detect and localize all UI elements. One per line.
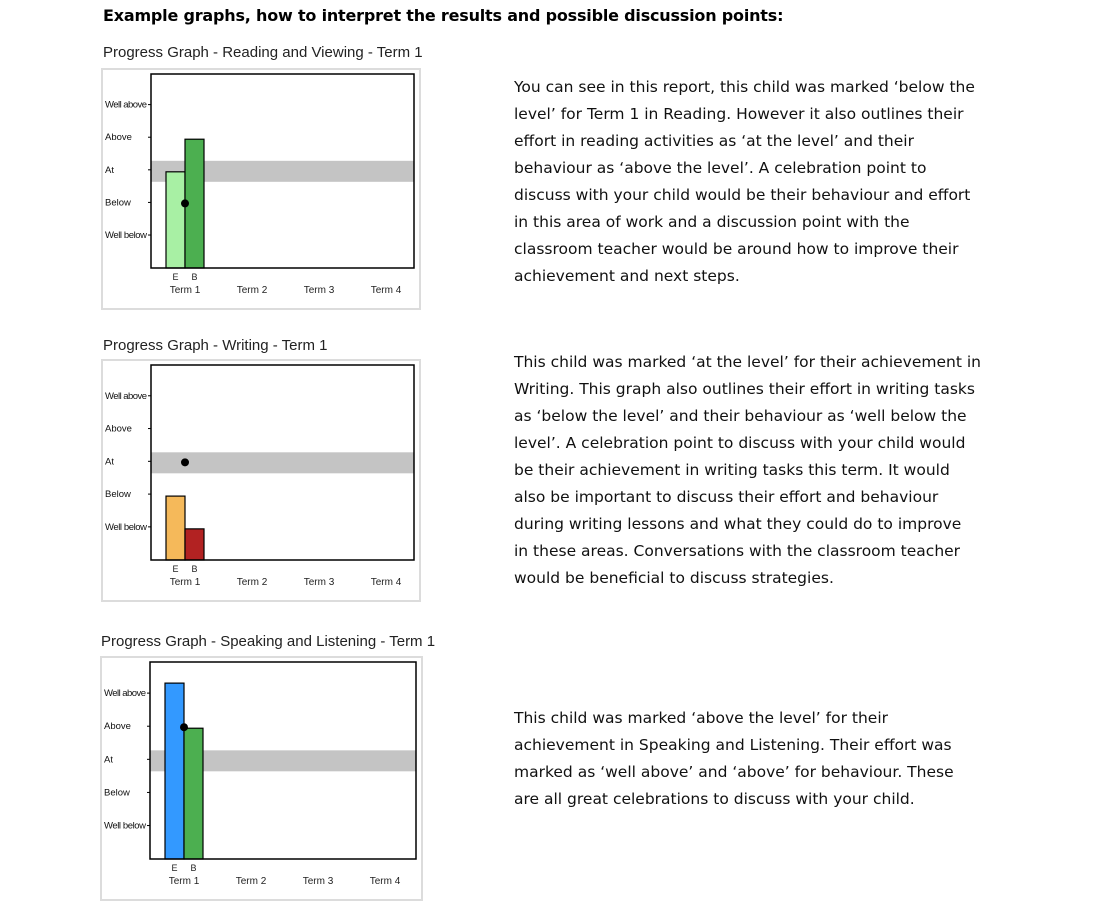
chart-title-writing: Progress Graph - Writing - Term 1 (103, 337, 328, 354)
x-tick-label: Term 3 (303, 876, 334, 887)
x-tick-label: Term 3 (304, 285, 335, 296)
plot-frame (149, 661, 417, 860)
y-tick-label: Well above (104, 688, 146, 699)
y-tick-label: At (104, 754, 113, 765)
y-tick-label: At (105, 456, 114, 467)
bar-e-term-1 (165, 171, 186, 269)
x-tick-label: Term 3 (304, 577, 335, 588)
chart-writing: Well below Below At Above Well above E B Term 1… (101, 359, 421, 602)
at-level-band (151, 452, 414, 474)
y-tick-label: Below (105, 197, 131, 208)
paragraph-line: level’. A celebration point to discuss w… (514, 434, 966, 452)
x-tick-label: Term 2 (237, 285, 268, 296)
paragraph-line: in these areas. Conversations with the c… (514, 542, 961, 560)
bar-b-term-1 (183, 727, 204, 860)
y-tick-label: Well above (105, 391, 147, 402)
x-tick-label: Term 4 (370, 876, 401, 887)
bar-label: B (191, 272, 197, 282)
paragraph-line: achievement in Speaking and Listening. T… (514, 736, 952, 754)
bar-b-term-1 (184, 528, 205, 561)
achievement-dot (180, 723, 188, 732)
paragraph-writing: This child was marked ‘at the level’ for… (514, 349, 1054, 592)
paragraph-speaking: This child was marked ‘above the level’ … (514, 705, 1054, 813)
paragraph-reading: You can see in this report, this child w… (514, 74, 1054, 290)
bar-label: B (190, 863, 196, 873)
x-tick-label: Term 2 (237, 577, 268, 588)
x-tick-label: Term 1 (170, 285, 201, 296)
y-tick-label: Above (104, 721, 131, 732)
y-tick-label: Well below (105, 230, 147, 241)
bar-label: E (172, 272, 178, 282)
y-tick-label: Well above (105, 100, 147, 111)
y-tick-label: Well below (104, 821, 146, 832)
x-tick-label: Term 1 (169, 876, 200, 887)
chart-title-reading: Progress Graph - Reading and Viewing - T… (103, 44, 423, 61)
paragraph-line: discuss with your child would be their b… (514, 186, 971, 204)
y-tick-label: Below (104, 787, 130, 798)
chart-svg: Well below Below At Above Well above E B Term 1… (104, 661, 417, 887)
plot-frame (150, 364, 415, 561)
chart-title-speaking: Progress Graph - Speaking and Listening … (101, 633, 436, 650)
paragraph-line: effort in reading activities as ‘at the … (514, 132, 914, 150)
paragraph-line: level’ for Term 1 in Reading. However it… (514, 105, 964, 123)
paragraph-line: You can see in this report, this child w… (514, 78, 975, 96)
paragraph-line: be their achievement in writing tasks th… (514, 461, 950, 479)
paragraph-line: are all great celebrations to discuss wi… (514, 790, 915, 808)
paragraph-line: would be beneficial to discuss strategie… (514, 569, 834, 587)
y-tick-label: Below (105, 489, 131, 500)
achievement-dot (181, 199, 189, 208)
paragraph-line: during writing lessons and what they cou… (514, 515, 962, 533)
at-level-band (150, 750, 416, 772)
chart-reading: Well below Below At Above Well above E B Term 1… (101, 68, 421, 310)
paragraph-line: This child was marked ‘above the level’ … (514, 709, 889, 727)
paragraph-line: achievement and next steps. (514, 267, 740, 285)
paragraph-line: behaviour as ‘above the level’. A celebr… (514, 159, 927, 177)
bar-e-term-1 (165, 495, 186, 561)
paragraph-line: Writing. This graph also outlines their … (514, 380, 975, 398)
paragraph-line: in this area of work and a discussion po… (514, 213, 910, 231)
paragraph-line: This child was marked ‘at the level’ for… (514, 353, 981, 371)
bar-label: B (191, 564, 197, 574)
bar-label: E (172, 564, 178, 574)
bar-label: E (171, 863, 177, 873)
y-tick-label: Well below (105, 522, 147, 533)
paragraph-line: marked as ‘well above’ and ‘above’ for b… (514, 763, 954, 781)
x-tick-label: Term 4 (371, 577, 402, 588)
chart-svg: Well below Below At Above Well above E B Term 1… (105, 364, 415, 588)
y-tick-label: At (105, 165, 114, 176)
page-heading: Example graphs, how to interpret the res… (103, 6, 784, 25)
x-tick-label: Term 1 (170, 577, 201, 588)
bar-e-term-1 (164, 682, 185, 860)
chart-speaking: Well below Below At Above Well above E B Term 1… (100, 656, 423, 901)
y-tick-label: Above (105, 132, 132, 143)
x-tick-label: Term 4 (371, 285, 402, 296)
at-level-band (151, 160, 414, 182)
y-tick-label: Above (105, 424, 132, 435)
paragraph-line: also be important to discuss their effor… (514, 488, 939, 506)
paragraph-line: as ‘below the level’ and their behaviour… (514, 407, 967, 425)
x-tick-label: Term 2 (236, 876, 267, 887)
paragraph-line: classroom teacher would be around how to… (514, 240, 959, 258)
plot-frame (150, 73, 415, 269)
chart-svg: Well below Below At Above Well above E B Term 1… (105, 73, 415, 296)
achievement-dot (181, 458, 189, 467)
